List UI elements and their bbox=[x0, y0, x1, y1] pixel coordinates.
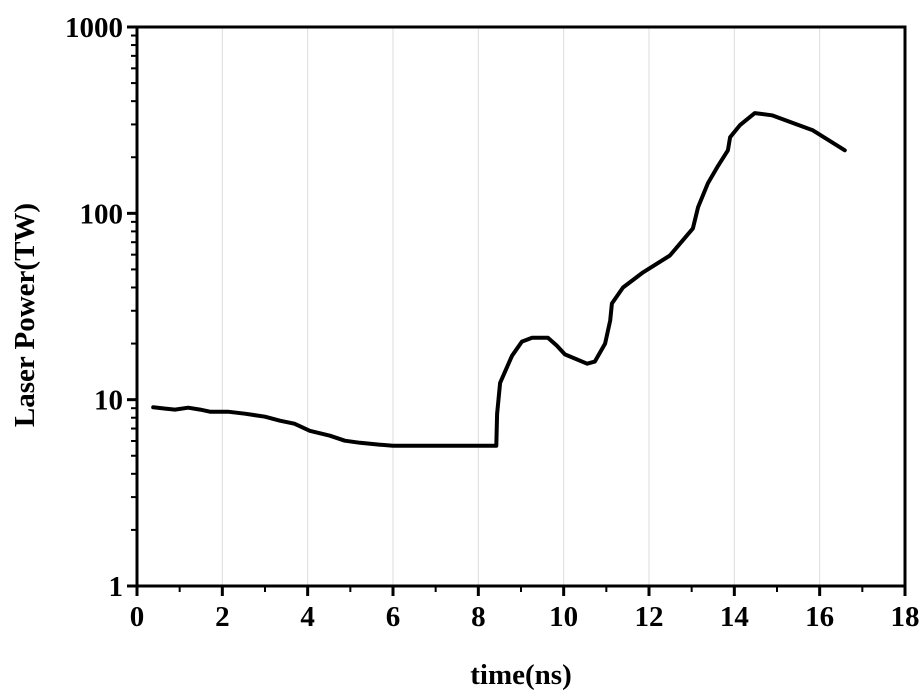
plot-frame bbox=[135, 25, 907, 588]
grid-lines bbox=[221, 27, 821, 586]
y-tick-label: 100 bbox=[80, 198, 124, 230]
axis-ticks bbox=[127, 25, 907, 596]
tick-labels: 0 2 4 6 8 10 12 14 16 18 1 10 100 1000 bbox=[65, 12, 920, 633]
x-tick-label: 0 bbox=[130, 601, 145, 633]
x-tick-label: 10 bbox=[549, 601, 578, 633]
x-tick-label: 12 bbox=[635, 601, 664, 633]
x-tick-label: 4 bbox=[300, 601, 315, 633]
series-line bbox=[151, 111, 847, 448]
y-axis-label: Laser Power(TW) bbox=[9, 203, 41, 427]
x-tick-label: 8 bbox=[471, 601, 486, 633]
x-tick-label: 2 bbox=[215, 601, 230, 633]
y-tick-label: 1 bbox=[109, 571, 124, 603]
y-tick-label: 10 bbox=[94, 385, 123, 417]
x-axis-label: time(ns) bbox=[470, 659, 571, 691]
y-tick-label: 1000 bbox=[65, 12, 123, 44]
x-tick-label: 18 bbox=[891, 601, 920, 633]
x-tick-label: 14 bbox=[720, 601, 749, 633]
x-tick-label: 16 bbox=[805, 601, 834, 633]
x-tick-label: 6 bbox=[386, 601, 401, 633]
